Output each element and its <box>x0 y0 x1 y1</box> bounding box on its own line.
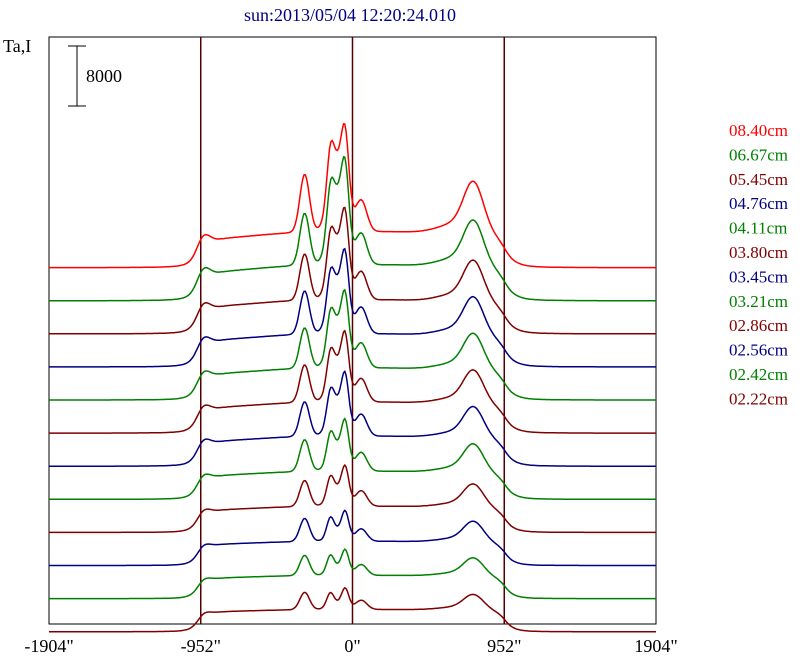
x-tick-labels: -1904" -952" 0" 952" 1904" <box>24 636 677 656</box>
series-line <box>49 548 656 600</box>
legend-entry: 02.86cm <box>729 316 788 335</box>
legend-entry: 02.56cm <box>729 341 788 360</box>
series-line <box>49 247 656 368</box>
traces <box>49 122 656 633</box>
series-line <box>49 509 656 567</box>
series-line <box>49 156 656 302</box>
y-axis-label: Ta,I <box>3 36 31 56</box>
series-line <box>49 463 656 534</box>
series-line <box>49 586 656 633</box>
legend-entry: 04.76cm <box>729 194 788 213</box>
legend-entry: 02.42cm <box>729 365 788 384</box>
series-line <box>49 288 656 401</box>
legend-entry: 05.45cm <box>729 170 788 189</box>
legend-entry: 08.40cm <box>729 121 788 140</box>
x-tick-label: -952" <box>181 636 221 656</box>
series-line <box>49 206 656 335</box>
scale-bar-label: 8000 <box>86 66 122 86</box>
reference-lines <box>200 37 505 624</box>
legend-entry: 03.21cm <box>729 292 788 311</box>
x-tick-label: 952" <box>487 636 521 656</box>
legend-entry: 03.80cm <box>729 243 788 262</box>
x-tick-label: 0" <box>344 636 360 656</box>
series-line <box>49 122 656 269</box>
scale-bar <box>68 45 86 107</box>
x-tick-label: -1904" <box>24 636 73 656</box>
x-tick-label: 1904" <box>634 636 677 656</box>
legend-entry: 02.22cm <box>729 389 788 408</box>
series-line <box>49 417 656 501</box>
legend: 08.40cm 06.67cm 05.45cm 04.76cm 04.11cm 03.80… <box>729 121 788 408</box>
legend-entry: 03.45cm <box>729 267 788 286</box>
series-line <box>49 369 656 467</box>
legend-entry: 06.67cm <box>729 145 788 164</box>
chart-title: sun:2013/05/04 12:20:24.010 <box>244 5 456 25</box>
series-line <box>49 329 656 434</box>
legend-entry: 04.11cm <box>729 219 787 238</box>
